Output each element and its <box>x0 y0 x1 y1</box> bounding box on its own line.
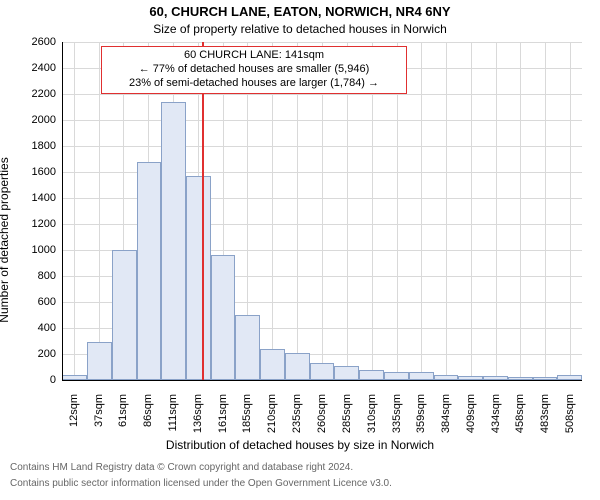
y-tick-label: 1800 <box>32 140 56 152</box>
grid-line <box>471 42 472 380</box>
grid-line <box>570 42 571 380</box>
x-tick-label: 335sqm <box>391 394 403 444</box>
y-tick-label: 2000 <box>32 114 56 126</box>
x-tick-label: 235sqm <box>291 394 303 444</box>
y-tick-label: 2200 <box>32 88 56 100</box>
x-tick-label: 12sqm <box>68 394 80 444</box>
annotation-line: ← 77% of detached houses are smaller (5,… <box>106 63 402 77</box>
histogram-bar <box>359 370 384 380</box>
histogram-bar <box>235 315 260 380</box>
x-tick-label: 260sqm <box>316 394 328 444</box>
y-tick-label: 2400 <box>32 62 56 74</box>
x-tick-label: 359sqm <box>415 394 427 444</box>
histogram-bar <box>186 176 211 380</box>
histogram-bar <box>87 342 112 380</box>
histogram-bar <box>310 363 334 380</box>
histogram-bar <box>137 162 161 380</box>
y-tick-label: 0 <box>50 374 56 386</box>
x-tick-label: 136sqm <box>192 394 204 444</box>
histogram-bar <box>384 372 409 380</box>
x-tick-label: 409sqm <box>465 394 477 444</box>
y-axis-line <box>62 42 63 380</box>
grid-line <box>74 42 75 380</box>
grid-line <box>496 42 497 380</box>
x-tick-label: 210sqm <box>266 394 278 444</box>
grid-line <box>446 42 447 380</box>
chart-title: 60, CHURCH LANE, EATON, NORWICH, NR4 6NY <box>0 4 600 19</box>
histogram-bar <box>260 349 285 380</box>
histogram-bar <box>285 353 310 380</box>
x-tick-label: 37sqm <box>93 394 105 444</box>
x-tick-label: 458sqm <box>514 394 526 444</box>
y-tick-label: 1000 <box>32 244 56 256</box>
y-tick-label: 200 <box>38 348 56 360</box>
chart-container: 60, CHURCH LANE, EATON, NORWICH, NR4 6NY… <box>0 0 600 500</box>
x-tick-label: 86sqm <box>142 394 154 444</box>
histogram-bar <box>112 250 137 380</box>
y-tick-label: 800 <box>38 270 56 282</box>
x-tick-label: 508sqm <box>564 394 576 444</box>
x-tick-label: 111sqm <box>167 394 179 444</box>
annotation-line: 60 CHURCH LANE: 141sqm <box>106 49 402 63</box>
grid-line <box>545 42 546 380</box>
histogram-bar <box>409 372 434 380</box>
x-tick-label: 310sqm <box>366 394 378 444</box>
x-tick-label: 285sqm <box>341 394 353 444</box>
y-tick-label: 600 <box>38 296 56 308</box>
x-tick-label: 483sqm <box>539 394 551 444</box>
chart-subtitle: Size of property relative to detached ho… <box>0 22 600 36</box>
y-tick-label: 1600 <box>32 166 56 178</box>
annotation-box: 60 CHURCH LANE: 141sqm← 77% of detached … <box>101 46 407 94</box>
x-tick-label: 384sqm <box>440 394 452 444</box>
x-tick-label: 61sqm <box>117 394 129 444</box>
y-tick-label: 1200 <box>32 218 56 230</box>
x-axis-line <box>62 380 582 381</box>
footer-line-1: Contains HM Land Registry data © Crown c… <box>10 462 353 473</box>
annotation-line: 23% of semi-detached houses are larger (… <box>106 77 402 91</box>
grid-line <box>520 42 521 380</box>
y-axis-label: Number of detached properties <box>0 157 11 322</box>
y-tick-label: 1400 <box>32 192 56 204</box>
grid-line <box>99 42 100 380</box>
footer-line-2: Contains public sector information licen… <box>10 478 392 489</box>
grid-line <box>421 42 422 380</box>
x-tick-label: 434sqm <box>490 394 502 444</box>
y-tick-label: 2600 <box>32 36 56 48</box>
x-tick-label: 185sqm <box>241 394 253 444</box>
histogram-bar <box>161 102 186 380</box>
y-tick-label: 400 <box>38 322 56 334</box>
x-tick-label: 161sqm <box>217 394 229 444</box>
histogram-bar <box>211 255 235 380</box>
x-axis-label: Distribution of detached houses by size … <box>0 438 600 452</box>
histogram-bar <box>334 366 359 380</box>
